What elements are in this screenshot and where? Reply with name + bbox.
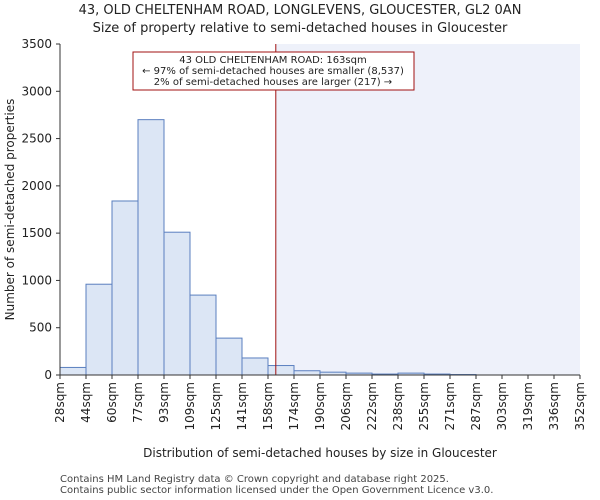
x-tick-label: 271sqm [443,382,457,430]
x-tick-label: 158sqm [261,382,275,430]
x-tick-label: 109sqm [183,382,197,430]
x-tick-label: 174sqm [287,382,301,430]
y-tick-label: 1500 [21,226,52,240]
chart-subtitle: Size of property relative to semi-detach… [92,21,508,36]
bar-44sqm [85,283,113,376]
bar-158sqm [267,365,295,376]
x-tick-label: 352sqm [573,382,587,430]
x-tick-label: 44sqm [79,382,93,423]
bar-93sqm [163,231,191,376]
y-tick-label: 2500 [21,132,52,146]
x-tick-label: 93sqm [157,382,171,423]
x-tick-label: 303sqm [495,382,509,430]
annotation-box [132,51,415,91]
bar-109sqm [189,294,217,376]
annotation-line-3: 2% of semi-detached houses are larger (2… [154,77,392,88]
larger-region-shade [275,44,580,375]
x-tick-label: 190sqm [313,382,327,430]
x-tick-label: 60sqm [105,382,119,423]
x-tick-label: 287sqm [469,382,483,430]
chart-title: 43, OLD CHELTENHAM ROAD, LONGLEVENS, GLO… [78,3,522,18]
y-tick-label: 3000 [21,84,52,98]
footer-line-2: Contains public sector information licen… [60,485,494,496]
bar-141sqm [241,357,269,376]
y-tick-label: 0 [44,368,52,382]
x-tick-label: 238sqm [391,382,405,430]
x-tick-label: 319sqm [521,382,535,430]
annotation-line-2: ← 97% of semi-detached houses are smalle… [142,66,404,77]
y-tick-label: 500 [29,321,52,335]
bar-125sqm [215,337,243,376]
x-tick-label: 28sqm [53,382,67,423]
x-tick-label: 206sqm [339,382,353,430]
x-tick-label: 222sqm [365,382,379,430]
footer-line-1: Contains HM Land Registry data © Crown c… [60,474,449,485]
y-tick-label: 2000 [21,179,52,193]
annotation-line-1: 43 OLD CHELTENHAM ROAD: 163sqm [179,55,366,66]
x-tick-label: 77sqm [131,382,145,423]
bar-28sqm [59,366,87,376]
y-axis-label: Number of semi-detached properties [3,99,17,321]
x-tick-label: 141sqm [235,382,249,430]
y-tick-label: 3500 [21,37,52,51]
bar-60sqm [111,200,139,376]
bar-174sqm [293,370,321,376]
x-tick-label: 336sqm [547,382,561,430]
bar-77sqm [137,119,165,376]
y-tick-label: 1000 [21,273,52,287]
x-axis-label: Distribution of semi-detached houses by … [143,446,497,460]
x-tick-label: 125sqm [209,382,223,430]
x-tick-label: 255sqm [417,382,431,430]
